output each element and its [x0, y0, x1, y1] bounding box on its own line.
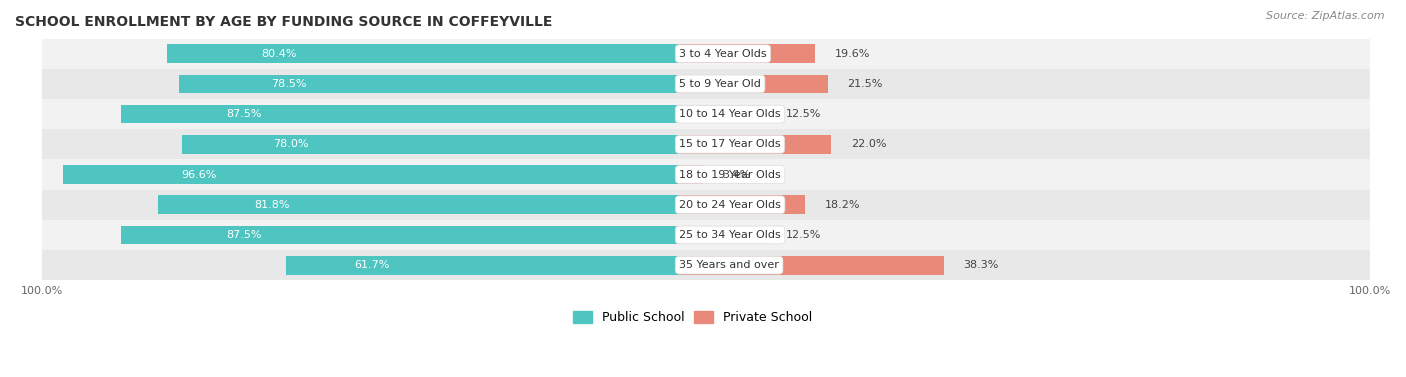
Bar — [679, 225, 765, 244]
Bar — [42, 99, 1369, 129]
Text: 80.4%: 80.4% — [262, 49, 297, 59]
Text: 3.4%: 3.4% — [723, 170, 751, 179]
Bar — [679, 75, 828, 93]
Text: 12.5%: 12.5% — [786, 230, 821, 240]
Bar — [679, 195, 804, 214]
Text: 78.5%: 78.5% — [271, 79, 307, 89]
Bar — [42, 190, 1369, 220]
Text: 15 to 17 Year Olds: 15 to 17 Year Olds — [679, 139, 780, 149]
Bar — [679, 44, 814, 63]
Text: Source: ZipAtlas.com: Source: ZipAtlas.com — [1267, 11, 1385, 21]
Bar — [679, 256, 943, 274]
Bar — [679, 165, 703, 184]
Text: 22.0%: 22.0% — [851, 139, 887, 149]
Legend: Public School, Private School: Public School, Private School — [568, 307, 817, 329]
Bar — [42, 220, 1369, 250]
Text: 78.0%: 78.0% — [274, 139, 309, 149]
Text: SCHOOL ENROLLMENT BY AGE BY FUNDING SOURCE IN COFFEYVILLE: SCHOOL ENROLLMENT BY AGE BY FUNDING SOUR… — [15, 15, 553, 29]
Text: 3 to 4 Year Olds: 3 to 4 Year Olds — [679, 49, 766, 59]
Text: 21.5%: 21.5% — [848, 79, 883, 89]
Bar — [42, 159, 1369, 190]
Bar — [121, 225, 679, 244]
Bar — [285, 256, 679, 274]
Text: 87.5%: 87.5% — [226, 230, 262, 240]
Bar — [679, 135, 831, 154]
Bar — [121, 105, 679, 124]
Text: 96.6%: 96.6% — [181, 170, 217, 179]
Bar — [42, 250, 1369, 280]
Text: 18 to 19 Year Olds: 18 to 19 Year Olds — [679, 170, 780, 179]
Text: 12.5%: 12.5% — [786, 109, 821, 119]
Bar — [179, 75, 679, 93]
Bar — [63, 165, 679, 184]
Text: 19.6%: 19.6% — [834, 49, 870, 59]
Text: 25 to 34 Year Olds: 25 to 34 Year Olds — [679, 230, 780, 240]
Bar — [42, 38, 1369, 69]
Bar — [42, 69, 1369, 99]
Bar — [157, 195, 679, 214]
Bar — [181, 135, 679, 154]
Bar — [166, 44, 679, 63]
Bar — [679, 105, 765, 124]
Text: 61.7%: 61.7% — [354, 260, 389, 270]
Text: 20 to 24 Year Olds: 20 to 24 Year Olds — [679, 200, 780, 210]
Text: 18.2%: 18.2% — [825, 200, 860, 210]
Bar — [42, 129, 1369, 159]
Text: 10 to 14 Year Olds: 10 to 14 Year Olds — [679, 109, 780, 119]
Text: 81.8%: 81.8% — [254, 200, 290, 210]
Text: 87.5%: 87.5% — [226, 109, 262, 119]
Text: 38.3%: 38.3% — [963, 260, 1000, 270]
Text: 5 to 9 Year Old: 5 to 9 Year Old — [679, 79, 761, 89]
Text: 35 Years and over: 35 Years and over — [679, 260, 779, 270]
